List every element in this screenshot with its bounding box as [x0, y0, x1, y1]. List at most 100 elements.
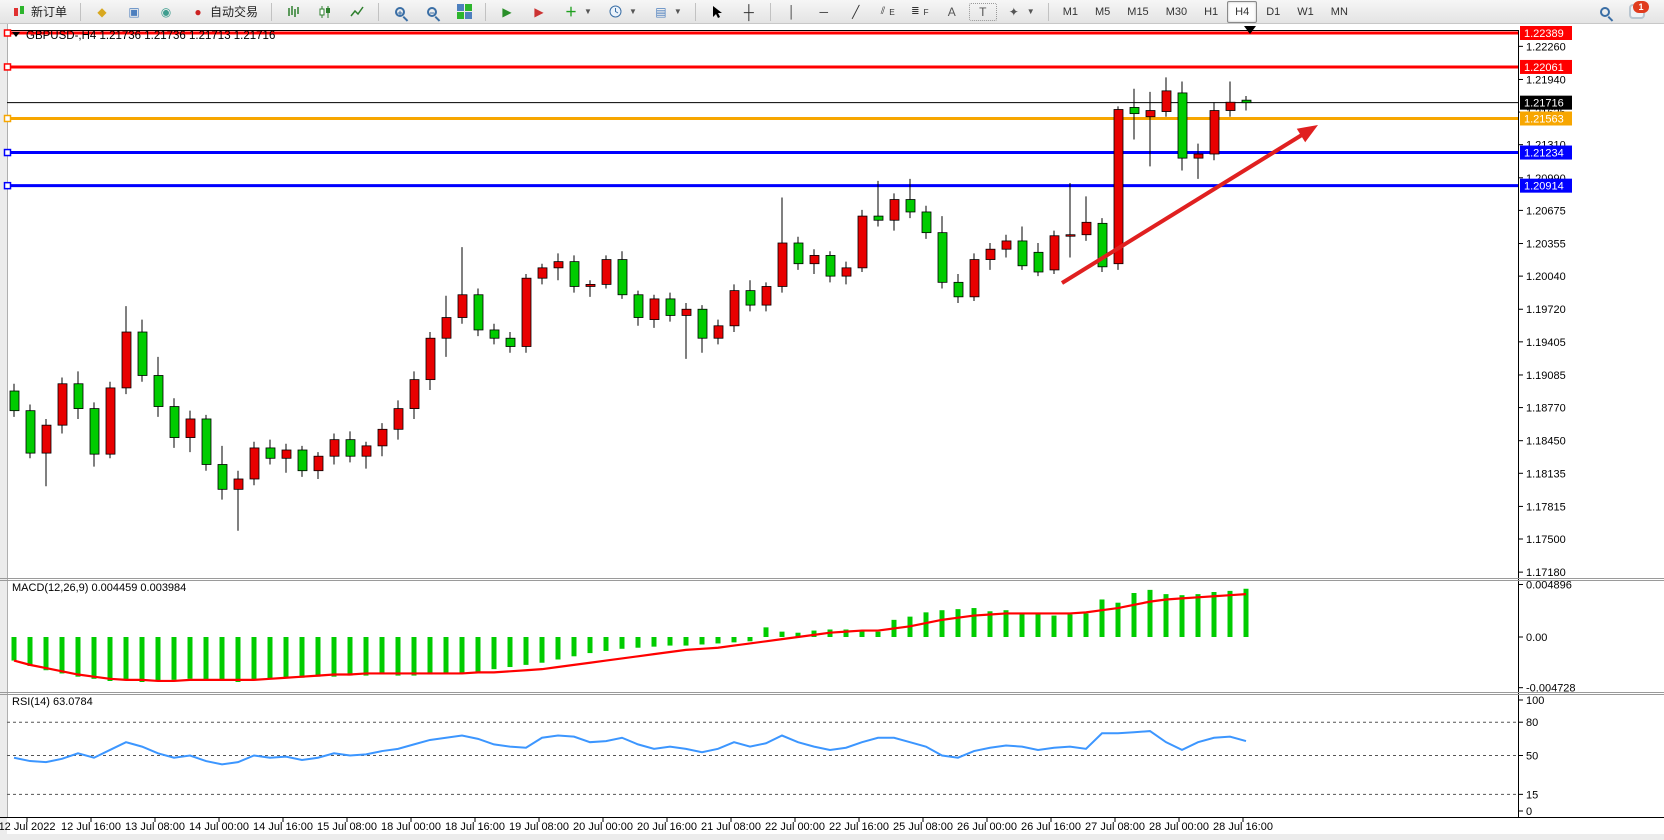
candle-body — [153, 375, 164, 407]
horizontal-line-tool-icon[interactable]: ─ — [819, 4, 829, 19]
candle-body — [649, 298, 660, 320]
candle — [617, 251, 628, 299]
price-line-anchor[interactable] — [3, 29, 12, 37]
price-line-anchor[interactable] — [3, 114, 12, 123]
candle — [1049, 230, 1060, 275]
new-order-button[interactable]: 新订单 — [4, 0, 74, 24]
template-button[interactable]: ▤ ▼ — [646, 0, 689, 24]
new-order-icon — [11, 4, 27, 20]
channel-tool-icon[interactable]: ⫽ E — [873, 2, 903, 22]
text-label-tool-icon[interactable]: T — [968, 2, 997, 21]
trendline-tool-icon[interactable]: ╱ — [852, 4, 860, 19]
candle — [89, 402, 100, 467]
cursor-icon[interactable] — [702, 2, 732, 22]
line-chart-icon[interactable] — [342, 2, 372, 22]
candle — [1177, 81, 1188, 171]
toolbar-separator — [694, 2, 696, 21]
template-icon: ▤ — [655, 4, 667, 19]
zoom-out-icon[interactable]: − — [417, 2, 447, 22]
candle — [377, 423, 388, 457]
candlestick-chart-icon[interactable] — [310, 2, 340, 22]
trend-arrow-line[interactable] — [1060, 128, 1311, 285]
time-axis-label: 28 Jul 00:00 — [1149, 821, 1209, 833]
price-line-anchor[interactable] — [3, 63, 12, 71]
candle-body — [969, 259, 980, 298]
zoom-in-icon[interactable]: + — [385, 2, 415, 22]
candle — [1161, 77, 1172, 117]
candle — [185, 410, 196, 453]
timeframe-D1[interactable]: D1 — [1266, 5, 1281, 18]
chart-shift-icon[interactable]: ▶ — [502, 4, 512, 19]
timeframe-M30[interactable]: M30 — [1165, 5, 1188, 18]
candle-body — [633, 294, 644, 318]
signal-icon[interactable]: ◉ — [160, 4, 172, 19]
trend-arrow-head[interactable] — [1296, 125, 1318, 143]
rsi-label: RSI(14) 63.0784 — [12, 696, 93, 708]
candle — [889, 193, 900, 231]
timeframe-MN[interactable]: MN — [1330, 5, 1348, 18]
autotrade-icon: ● — [194, 4, 202, 19]
chart-canvas[interactable]: 1.222601.219401.216251.213101.209901.206… — [0, 24, 1664, 840]
symbol-dropdown-icon[interactable] — [12, 32, 20, 37]
time-axis-label: 26 Jul 00:00 — [957, 821, 1017, 833]
candle — [1033, 243, 1044, 277]
bar-chart-icon[interactable] — [278, 2, 308, 22]
shapes-button[interactable]: ✦ ▼ — [999, 0, 1042, 24]
price-badge-label: 1.22389 — [1524, 28, 1564, 40]
timeframe-M5[interactable]: M5 — [1095, 5, 1111, 18]
candle — [1001, 234, 1012, 258]
timeframe-W1[interactable]: W1 — [1297, 5, 1314, 18]
candle-body — [249, 447, 260, 480]
candle-body — [121, 331, 132, 389]
timeframe-group: M1 M5 M15 M30 H1 H4 D1 W1 MN — [1055, 0, 1356, 23]
rsi-axis-label: 15 — [1526, 789, 1538, 801]
vertical-line-tool-icon[interactable]: │ — [788, 4, 796, 19]
candle-body — [761, 286, 772, 306]
add-indicator-button[interactable]: ＋ ▼ — [556, 0, 599, 24]
candle — [25, 404, 36, 459]
time-axis-label: 18 Jul 00:00 — [381, 821, 441, 833]
price-axis-tick-label: 1.20675 — [1526, 205, 1566, 217]
timeframe-M15[interactable]: M15 — [1127, 5, 1149, 18]
period-button[interactable]: ▼ — [601, 0, 644, 24]
chart-area[interactable]: 1.222601.219401.216251.213101.209901.206… — [0, 24, 1664, 840]
notifications-button[interactable]: 1 — [1622, 1, 1652, 22]
candle — [585, 280, 596, 297]
macd-axis-label: 0.004896 — [1526, 580, 1572, 592]
candle — [537, 263, 548, 285]
timeframe-H4[interactable]: H4 — [1227, 0, 1258, 23]
price-axis-tick-label: 1.19405 — [1526, 337, 1566, 349]
text-tool-icon[interactable]: A — [947, 4, 956, 19]
toolbar-separator — [271, 2, 273, 21]
time-axis-label: 15 Jul 08:00 — [317, 821, 377, 833]
candle — [713, 319, 724, 345]
candle-body — [553, 261, 564, 269]
price-line-anchor[interactable] — [3, 148, 12, 157]
new-order-label: 新订单 — [31, 5, 68, 19]
candle-body — [217, 464, 228, 490]
chart-shift-marker[interactable] — [1244, 26, 1256, 34]
price-axis-tick-label: 1.21940 — [1526, 74, 1566, 86]
search-icon[interactable] — [1590, 2, 1620, 22]
candle-body — [985, 248, 996, 260]
time-axis-label: 25 Jul 08:00 — [893, 821, 953, 833]
candle-body — [777, 242, 788, 287]
candle-body — [57, 383, 68, 426]
candle — [249, 441, 260, 486]
time-axis-label: 19 Jul 08:00 — [509, 821, 569, 833]
crosshair-icon[interactable]: ┼ — [743, 3, 754, 20]
autotrade-button[interactable]: ● 自动交易 — [183, 0, 265, 24]
fibonacci-tool-icon[interactable]: ≣ F — [905, 2, 935, 22]
timeframe-M1[interactable]: M1 — [1062, 5, 1078, 18]
auto-scroll-icon[interactable]: ▶ — [534, 4, 544, 19]
charts-window-icon[interactable]: ▣ — [128, 4, 140, 19]
time-axis-label: 12 Jul 2022 — [0, 821, 55, 833]
candle — [1129, 88, 1140, 140]
candle-body — [521, 277, 532, 347]
price-line-anchor[interactable] — [3, 181, 12, 190]
candle — [137, 319, 148, 382]
timeframe-H1[interactable]: H1 — [1204, 5, 1219, 18]
tile-windows-icon[interactable] — [449, 2, 479, 22]
styles-icon[interactable]: ◆ — [97, 4, 107, 19]
